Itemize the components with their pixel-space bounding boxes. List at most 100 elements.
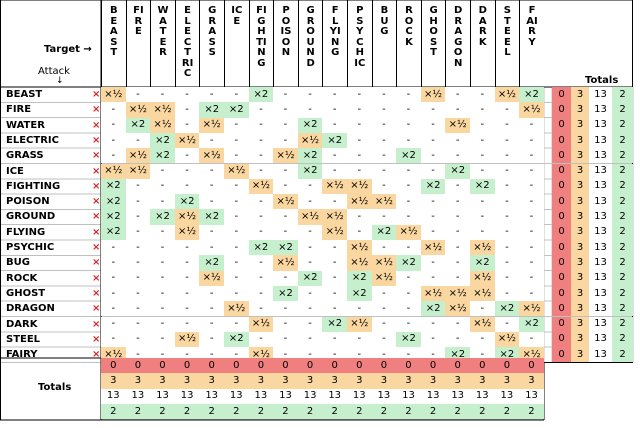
matrix-cell: - xyxy=(322,301,347,317)
matrix-cell: - xyxy=(322,255,347,271)
column-total-cell: 0 xyxy=(125,358,151,374)
column-total-cell: 13 xyxy=(150,388,175,404)
matrix-cell: ×½ xyxy=(150,117,175,133)
row-total-cell: 0 xyxy=(552,194,571,210)
matrix-cell: ×½ xyxy=(420,240,446,256)
column-total-cell: 0 xyxy=(420,358,446,374)
column-total-cell: 2 xyxy=(445,403,470,420)
matrix-cell: - xyxy=(347,87,372,103)
matrix-cell: ×2 xyxy=(101,178,126,195)
column-header-electric: ELECTRIC xyxy=(174,0,200,87)
matrix-cell: - xyxy=(150,285,175,302)
matrix-cell: ×½ xyxy=(371,270,397,286)
matrix-cell: - xyxy=(248,148,274,164)
x-mark-icon: × xyxy=(92,134,101,146)
row-total-cell: 0 xyxy=(552,87,571,103)
matrix-cell: - xyxy=(248,102,274,118)
column-total-cell: 2 xyxy=(174,403,200,420)
matrix-cell: - xyxy=(371,102,397,118)
matrix-cell: ×2 xyxy=(199,209,224,225)
x-mark-icon: × xyxy=(92,196,101,208)
column-header-label: ROCK xyxy=(404,5,414,48)
matrix-cell: - xyxy=(519,148,544,164)
row-total-cell: 3 xyxy=(571,224,589,240)
matrix-cell: - xyxy=(174,270,200,286)
row-header-flying: FLYING xyxy=(6,226,46,238)
column-total-cell: 2 xyxy=(150,403,175,420)
matrix-cell: - xyxy=(396,117,421,133)
matrix-cell: ×2 xyxy=(396,331,421,348)
matrix-cell: ×½ xyxy=(347,240,372,256)
matrix-cell: ×½ xyxy=(273,148,298,164)
attack-axis-label: Attack xyxy=(38,66,70,77)
row-header-ghost: GHOST xyxy=(6,287,46,299)
row-total-cell: 13 xyxy=(589,102,612,118)
column-header-ghost: GHOST xyxy=(420,0,446,87)
totals-right-label: Totals xyxy=(585,75,619,86)
matrix-cell: - xyxy=(101,132,126,149)
matrix-cell: ×2 xyxy=(125,117,151,133)
column-total-cell: 13 xyxy=(371,388,397,404)
column-total-cell: 2 xyxy=(199,403,224,420)
matrix-cell: - xyxy=(322,285,347,302)
matrix-cell: - xyxy=(297,285,323,302)
matrix-cell: ×½ xyxy=(224,301,249,317)
matrix-cell: ×2 xyxy=(396,148,421,164)
matrix-cell: - xyxy=(519,194,544,210)
column-total-cell: 0 xyxy=(347,358,372,374)
column-total-cell: 3 xyxy=(519,373,544,389)
matrix-cell: - xyxy=(445,148,470,164)
x-mark-icon: × xyxy=(92,349,101,361)
matrix-cell: - xyxy=(347,102,372,118)
column-total-cell: 3 xyxy=(445,373,470,389)
matrix-cell: - xyxy=(371,178,397,195)
column-total-cell: 3 xyxy=(494,373,520,389)
row-total-cell: 13 xyxy=(589,148,612,164)
row-total-cell: 13 xyxy=(589,301,612,317)
matrix-cell: - xyxy=(322,117,347,133)
column-total-cell: 13 xyxy=(322,388,347,404)
matrix-cell: - xyxy=(371,87,397,103)
matrix-cell: - xyxy=(396,163,421,179)
row-total-cell: 2 xyxy=(612,163,633,179)
matrix-cell: - xyxy=(371,117,397,133)
matrix-cell: ×2 xyxy=(519,87,544,103)
matrix-cell: - xyxy=(519,117,544,133)
matrix-cell: ×½ xyxy=(519,301,544,317)
matrix-cell: - xyxy=(174,316,200,332)
matrix-cell: - xyxy=(470,102,495,118)
matrix-cell: ×½ xyxy=(248,178,274,195)
row-total-cell: 13 xyxy=(589,132,612,149)
matrix-cell: - xyxy=(470,224,495,240)
matrix-cell: - xyxy=(470,331,495,348)
matrix-cell: ×½ xyxy=(371,255,397,271)
column-total-cell: 13 xyxy=(297,388,323,404)
matrix-cell: - xyxy=(494,209,520,225)
matrix-cell: - xyxy=(322,331,347,348)
matrix-cell: ×½ xyxy=(101,87,126,103)
matrix-cell: - xyxy=(248,209,274,225)
matrix-cell: - xyxy=(519,209,544,225)
column-total-cell: 13 xyxy=(347,388,372,404)
column-total-cell: 0 xyxy=(322,358,347,374)
matrix-cell: - xyxy=(174,178,200,195)
matrix-cell: - xyxy=(347,301,372,317)
row-total-cell: 3 xyxy=(571,163,589,179)
matrix-cell: ×½ xyxy=(420,87,446,103)
column-header-label: GHOST xyxy=(429,5,438,58)
matrix-cell: - xyxy=(224,240,249,256)
matrix-cell: ×2 xyxy=(420,178,446,195)
row-total-cell: 13 xyxy=(589,270,612,286)
row-total-cell: 3 xyxy=(571,331,589,348)
x-mark-icon: × xyxy=(92,272,101,284)
matrix-cell: ×2 xyxy=(347,285,372,302)
row-total-cell: 0 xyxy=(552,224,571,240)
column-total-cell: 2 xyxy=(347,403,372,420)
row-total-cell: 2 xyxy=(612,255,633,271)
row-total-cell: 2 xyxy=(612,148,633,164)
matrix-cell: - xyxy=(150,270,175,286)
row-total-cell: 3 xyxy=(571,316,589,332)
row-header-psychic: PSYCHIC xyxy=(6,242,55,253)
matrix-cell: - xyxy=(445,194,470,210)
matrix-cell: - xyxy=(224,209,249,225)
